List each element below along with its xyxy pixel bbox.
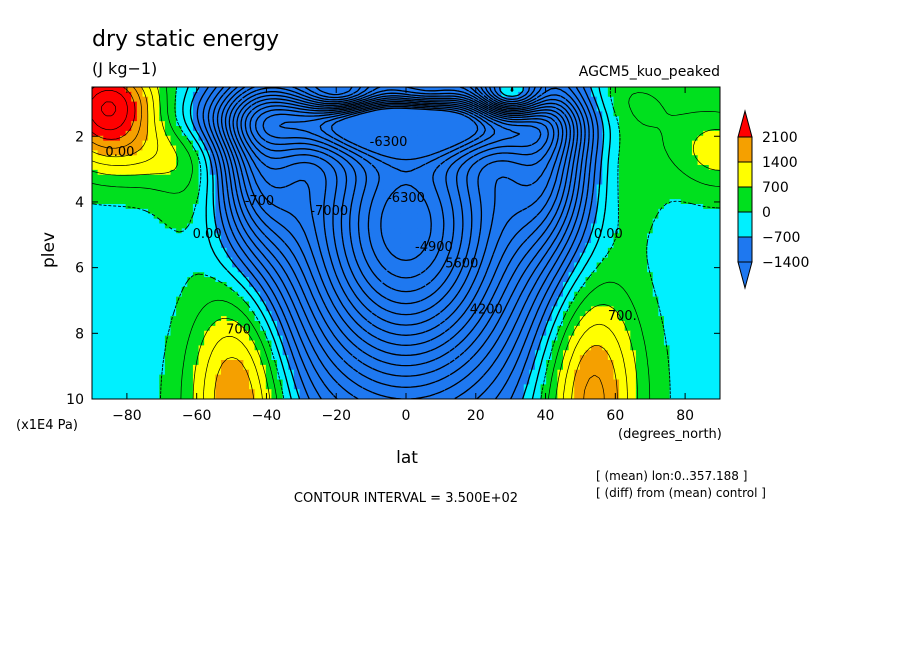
colorbar-label: 0 xyxy=(762,205,771,221)
y-tick-label: 2 xyxy=(75,129,84,145)
contour-line xyxy=(101,101,117,117)
y-tick-label: 4 xyxy=(75,195,84,211)
colorbar-box xyxy=(737,136,753,163)
contour-line xyxy=(189,87,605,399)
y-axis-label: plev xyxy=(39,232,59,268)
colorbar-label: −1400 xyxy=(762,255,809,271)
x-tick-label: 60 xyxy=(606,408,624,424)
contour-line xyxy=(249,99,549,316)
x-tick-label: 40 xyxy=(537,408,555,424)
experiment-label: AGCM5_kuo_peaked xyxy=(579,64,720,80)
y-axis: 2 4 6 8 10 xyxy=(66,129,720,408)
x-axis: −80 −60 −40 −20 0 20 40 60 80 xyxy=(112,87,694,424)
contour-line xyxy=(262,102,521,293)
colorbar-box xyxy=(737,186,753,213)
contour-label: -7000 xyxy=(310,204,348,219)
contour-line xyxy=(236,92,564,346)
x-axis-label: lat xyxy=(396,448,418,468)
contour-line xyxy=(228,87,571,367)
contour-lines xyxy=(92,87,720,399)
contour-line xyxy=(202,87,595,399)
contour-line xyxy=(92,87,720,399)
contour-label: -6300 xyxy=(387,191,425,206)
contour-label: -4900 xyxy=(415,240,453,255)
x-tick-label: −80 xyxy=(112,408,142,424)
y-axis-units: (x1E4 Pa) xyxy=(16,418,78,433)
contour-line xyxy=(232,89,568,357)
contour-line xyxy=(331,107,479,161)
contour-line xyxy=(224,87,575,377)
x-tick-label: −40 xyxy=(252,408,282,424)
x-tick-label: −60 xyxy=(182,408,212,424)
contour-label: 700 xyxy=(226,322,251,337)
filled-contours xyxy=(92,87,720,399)
contour-line xyxy=(92,87,618,399)
contour-line xyxy=(220,87,579,388)
contour-line xyxy=(182,87,611,399)
colorbar-label: 2100 xyxy=(762,130,798,146)
colorbar-box xyxy=(737,211,753,238)
colorbar-label: −700 xyxy=(762,230,800,246)
contour-line xyxy=(92,87,605,399)
y-tick-label: 10 xyxy=(66,392,84,408)
contour-label: 700. xyxy=(608,309,637,324)
x-axis-units: (degrees_north) xyxy=(618,427,722,442)
contour-line xyxy=(216,87,582,399)
contour-line xyxy=(319,105,487,262)
colorbar: 2100 1400 700 0 −700 −1400 xyxy=(737,109,809,290)
colorbar-bottom-extension xyxy=(737,261,753,290)
contour-label: -700 xyxy=(245,194,275,209)
contour-line xyxy=(92,90,128,131)
contour-label: 0.00 xyxy=(105,145,134,160)
contour-label: 5600 xyxy=(445,257,478,272)
contour-labels: 0.00 0.00 0.00 700 700. -7000 -6300 -6300 -4900 5… xyxy=(105,135,636,337)
x-tick-label: 20 xyxy=(467,408,485,424)
colorbar-box xyxy=(737,236,753,263)
contour-line xyxy=(207,87,590,399)
colorbar-box xyxy=(737,161,753,188)
contour-line xyxy=(254,100,542,305)
x-tick-label: 80 xyxy=(676,408,694,424)
contour-interval: CONTOUR INTERVAL = 3.500E+02 xyxy=(294,491,518,506)
contour-line xyxy=(279,104,496,279)
note-diff-control: [ (diff) from (mean) control ] xyxy=(596,486,766,500)
contour-line xyxy=(240,95,560,336)
contour-line xyxy=(244,97,555,326)
contour-label: 0.00 xyxy=(193,227,222,242)
contour-line xyxy=(92,87,136,140)
contour-line xyxy=(212,87,586,399)
plot-area xyxy=(92,87,720,399)
contour-line xyxy=(92,87,628,399)
contour-line xyxy=(92,87,720,399)
colorbar-top-extension xyxy=(737,109,753,138)
y-tick-label: 6 xyxy=(75,261,84,277)
x-tick-label: 0 xyxy=(402,408,411,424)
colorbar-label: 1400 xyxy=(762,155,798,171)
contour-line xyxy=(92,87,720,399)
contour-label: -6300 xyxy=(370,135,408,150)
chart-title: dry static energy xyxy=(92,27,279,52)
note-lon-mean: [ (mean) lon:0..357.188 ] xyxy=(596,469,747,483)
contour-label: 4200 xyxy=(470,303,503,318)
x-tick-label: −20 xyxy=(321,408,351,424)
colorbar-label: 700 xyxy=(762,180,789,196)
contour-label: 0.00 xyxy=(594,227,623,242)
chart-units: (J kg−1) xyxy=(92,59,157,78)
y-tick-label: 8 xyxy=(75,326,84,342)
contour-line xyxy=(196,87,599,399)
